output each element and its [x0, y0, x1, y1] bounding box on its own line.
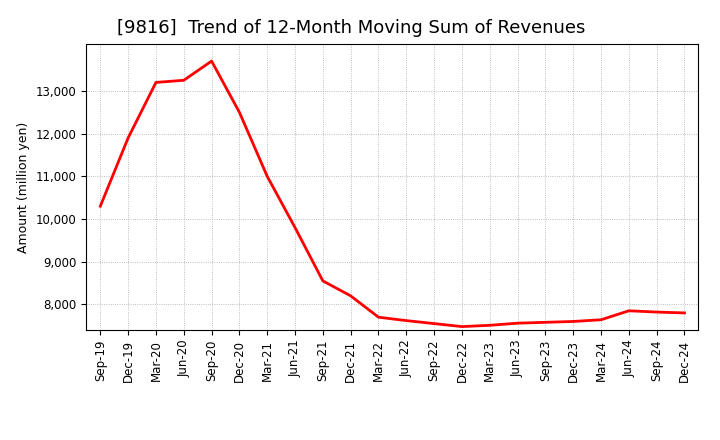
- Y-axis label: Amount (million yen): Amount (million yen): [17, 121, 30, 253]
- Text: [9816]  Trend of 12-Month Moving Sum of Revenues: [9816] Trend of 12-Month Moving Sum of R…: [117, 19, 585, 37]
